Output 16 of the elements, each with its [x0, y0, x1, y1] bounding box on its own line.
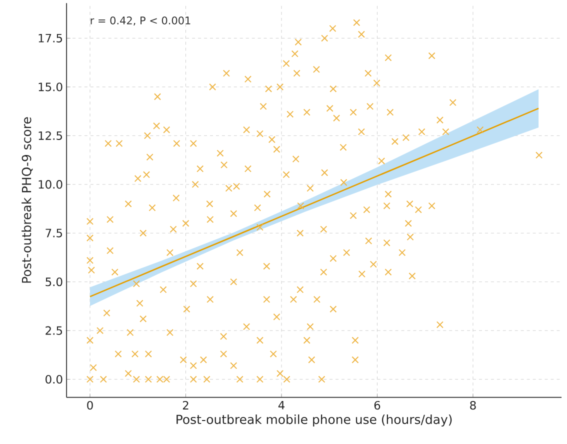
- x-tick-label: 2: [182, 400, 188, 410]
- x-tick-label: 0: [87, 400, 93, 410]
- y-axis-title: Post-outbreak PHQ-9 score: [22, 117, 33, 283]
- annotation: r = 0.42, P < 0.001: [90, 16, 190, 26]
- x-tick-label: 4: [278, 400, 284, 410]
- x-axis-title: Post-outbreak mobile phone use (hours/day): [176, 414, 452, 427]
- y-tick-label: 10.0: [38, 180, 62, 189]
- y-tick-label: 15.0: [38, 82, 62, 92]
- y-tick-label: 2.5: [46, 326, 62, 335]
- y-tick-label: 0.0: [46, 374, 62, 384]
- y-tick-label: 17.5: [38, 34, 62, 42]
- y-tick-label: 12.5: [38, 131, 62, 140]
- x-tick-label: 6: [374, 400, 380, 410]
- x-tick-label: 8: [470, 400, 476, 410]
- y-tick-label: 7.5: [46, 228, 62, 238]
- y-tick-label: 5.0: [46, 278, 62, 286]
